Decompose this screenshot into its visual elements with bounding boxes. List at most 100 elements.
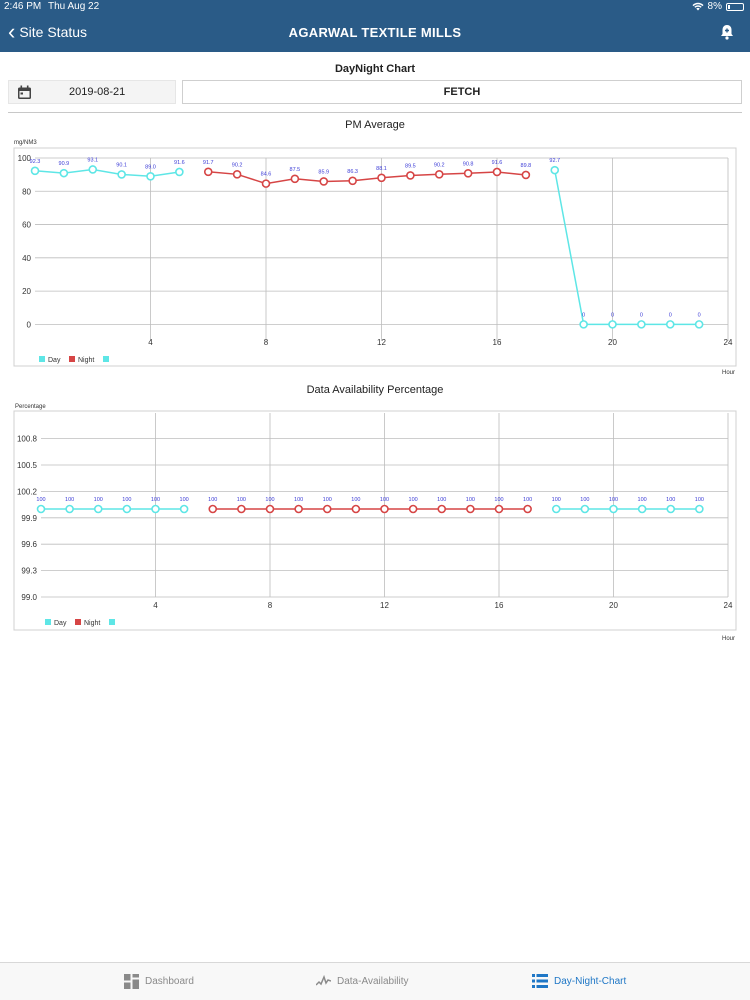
data-point [694, 320, 704, 329]
data-label: 100 [552, 497, 561, 503]
data-label: 0 [582, 312, 585, 318]
data-label: 100 [94, 497, 103, 503]
data-label: 90.8 [463, 161, 474, 167]
x-tick-label: 20 [609, 601, 618, 610]
legend-swatch [75, 619, 81, 625]
data-point [65, 504, 74, 514]
legend-swatch [69, 356, 75, 362]
data-label: 100 [294, 497, 303, 503]
status-date: Thu Aug 22 [48, 1, 100, 12]
data-point [666, 504, 676, 514]
data-point [203, 167, 213, 177]
status-right: 8% [692, 1, 744, 12]
data-label: 100 [151, 497, 160, 503]
data-label: 100 [466, 497, 475, 503]
series-line [554, 170, 700, 326]
date-picker[interactable]: 2019-08-21 [8, 80, 176, 104]
data-label: 91.7 [203, 160, 214, 166]
pm-average-chart: 0 20 40 60 80 100 4 8 12 16 20 24 mg/NM3 Hour 92.3 90.9… [13, 140, 737, 376]
x-tick-label: 4 [148, 338, 153, 347]
data-point [93, 504, 103, 514]
chevron-left-icon: ‹ [8, 19, 16, 44]
data-point [290, 174, 300, 184]
y-tick-label: 99.0 [21, 593, 37, 602]
y-axis-label: mg/NM3 [14, 140, 37, 146]
tab-day-night-chart-label: Day-Night-Chart [554, 975, 627, 987]
data-point [208, 504, 218, 514]
chart-frame [13, 147, 737, 367]
data-point [88, 165, 98, 174]
data-label: 84.6 [261, 172, 272, 178]
status-time: 2:46 PM [4, 1, 42, 12]
data-point [608, 320, 617, 329]
page-title: AGARWAL TEXTILE MILLS [288, 25, 462, 40]
data-point [146, 171, 155, 181]
date-value: 2019-08-21 [69, 86, 126, 98]
data-label: 0 [640, 312, 643, 318]
data-point [579, 320, 588, 329]
data-point [380, 504, 389, 514]
data-point [265, 504, 275, 514]
data-point [151, 504, 160, 514]
tab-data-availability[interactable]: Data-Availability [316, 974, 409, 989]
chart-frame [13, 410, 737, 631]
chart-page-heading: DayNight Chart [334, 63, 416, 75]
y-tick-label: 60 [22, 221, 31, 230]
wifi-icon [692, 2, 704, 11]
data-label: 100 [237, 497, 246, 503]
x-tick-label: 8 [268, 601, 273, 610]
y-axis-label: Percentage [15, 404, 46, 410]
data-label: 100 [695, 497, 704, 503]
data-label: 100 [437, 497, 446, 503]
data-label: 85.9 [318, 169, 329, 175]
data-point [377, 173, 386, 183]
data-point [261, 179, 271, 188]
y-tick-label: 80 [22, 187, 31, 196]
y-tick-label: 100.2 [17, 487, 38, 496]
x-tick-label: 16 [495, 601, 504, 610]
data-point [30, 166, 40, 176]
y-tick-label: 99.3 [21, 567, 37, 576]
data-point [551, 504, 561, 514]
data-label: 100 [323, 497, 332, 503]
data-point [122, 504, 132, 514]
data-point [492, 167, 502, 177]
data-label: 100 [523, 497, 532, 503]
y-tick-label: 40 [22, 254, 31, 263]
series-line [208, 171, 526, 185]
data-label: 100 [208, 497, 217, 503]
data-label: 0 [669, 312, 672, 318]
data-label: 86.3 [347, 169, 358, 175]
data-point [294, 504, 303, 514]
tab-day-night-chart[interactable]: Day-Night-Chart [532, 974, 626, 988]
data-label: 88.1 [376, 166, 387, 172]
data-point [179, 504, 189, 514]
data-point [434, 170, 444, 179]
x-tick-label: 12 [377, 338, 386, 347]
data-label: 100 [638, 497, 647, 503]
list-icon [532, 974, 548, 988]
back-button[interactable]: ‹ Site Status [8, 19, 87, 44]
battery-icon [726, 2, 744, 11]
legend-label: Night [78, 357, 94, 364]
tab-dashboard[interactable]: Dashboard [124, 974, 194, 989]
x-tick-label: 20 [608, 338, 617, 347]
fetch-button[interactable]: FETCH [182, 80, 742, 104]
data-point [494, 504, 504, 514]
data-label: 90.2 [232, 162, 243, 168]
tab-data-availability-label: Data-Availability [337, 976, 409, 987]
data-label: 87.5 [290, 167, 301, 173]
x-tick-label: 16 [493, 338, 502, 347]
data-point [637, 320, 646, 329]
data-point [550, 165, 560, 175]
data-label: 89.5 [405, 163, 416, 169]
data-label: 0 [698, 312, 701, 318]
status-bar: 2:46 PM Thu Aug 22 8% [0, 0, 750, 14]
bell-alert-icon[interactable] [718, 23, 736, 41]
y-tick-label: 20 [22, 287, 31, 296]
legend-swatch [103, 356, 109, 362]
tab-dashboard-label: Dashboard [145, 976, 194, 987]
data-label: 90.9 [59, 161, 70, 167]
legend-label: Day [54, 620, 67, 627]
data-label: 100 [351, 497, 360, 503]
